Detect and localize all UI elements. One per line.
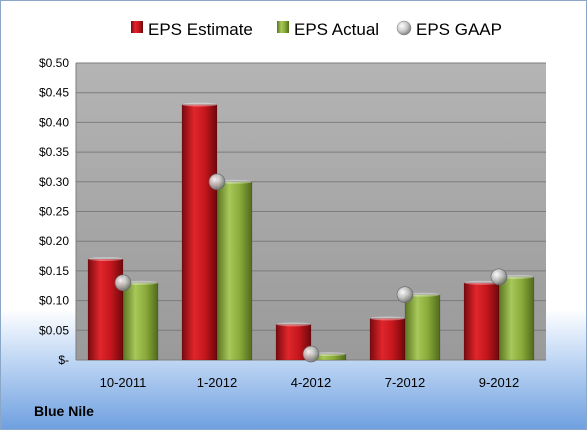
eps-estimate-bar-top <box>182 102 217 107</box>
y-tick-label: $0.25 <box>39 205 69 219</box>
y-tick-label: $0.40 <box>39 115 69 129</box>
eps-gaap-marker <box>490 268 508 286</box>
eps-estimate-bar-top <box>88 257 123 262</box>
y-tick-label: $0.30 <box>39 175 69 189</box>
eps-actual-bar-top <box>123 280 158 285</box>
x-tick-label: 4-2012 <box>291 375 331 390</box>
eps-actual-bar-top <box>311 352 346 357</box>
eps-estimate-bar-top <box>276 322 311 327</box>
eps-actual-bar <box>122 282 159 361</box>
eps-estimate-bar <box>87 258 124 361</box>
y-tick-label: $0.50 <box>39 56 69 70</box>
eps-actual-bar-top <box>405 292 440 297</box>
legend-swatch-actual <box>277 21 289 33</box>
legend-label-gaap: EPS GAAP <box>416 20 502 39</box>
eps-actual-bar <box>404 294 441 361</box>
y-tick-label: $0.15 <box>39 264 69 278</box>
eps-gaap-marker <box>302 345 320 363</box>
x-tick-label: 10-2011 <box>100 375 147 390</box>
x-tick-label: 7-2012 <box>385 375 425 390</box>
x-tick-label: 9-2012 <box>479 375 519 390</box>
y-tick-label: $0.35 <box>39 145 69 159</box>
legend-swatch-estimate <box>131 21 143 33</box>
eps-actual-bar-top <box>499 274 534 279</box>
legend-item-actual: EPS Actual <box>277 20 379 39</box>
y-tick-label: $0.10 <box>39 294 69 308</box>
eps-actual-bar <box>216 181 253 361</box>
eps-estimate-bar <box>275 324 312 361</box>
y-tick-label: $0.05 <box>39 323 69 337</box>
eps-actual-bar <box>498 276 535 361</box>
legend-label-estimate: EPS Estimate <box>148 20 253 39</box>
eps-gaap-marker <box>208 173 226 191</box>
eps-actual-bar-top <box>217 179 252 184</box>
legend-item-estimate: EPS Estimate <box>131 20 253 39</box>
legend-marker-gaap <box>396 20 412 36</box>
eps-estimate-bar-top <box>370 316 405 321</box>
legend-item-gaap: EPS GAAP <box>396 20 502 39</box>
eps-gaap-marker <box>114 274 132 292</box>
company-name: Blue Nile <box>34 403 94 419</box>
x-tick-label: 1-2012 <box>197 375 237 390</box>
legend: EPS Estimate EPS Actual EPS GAAP <box>131 20 502 39</box>
eps-estimate-bar-top <box>464 280 499 285</box>
eps-gaap-marker <box>396 286 414 303</box>
y-tick-label: $0.20 <box>39 234 69 248</box>
eps-estimate-bar <box>181 104 218 361</box>
plot-area: $- $0.05 $0.10 $0.15 $0.20 $0.25 $0.30 $0.35 $0.… <box>39 56 546 390</box>
y-tick-label: $0.45 <box>39 86 69 100</box>
y-tick-label: $- <box>58 353 69 367</box>
eps-estimate-bar <box>463 282 500 361</box>
legend-label-actual: EPS Actual <box>294 20 379 39</box>
eps-estimate-bar <box>369 318 406 361</box>
